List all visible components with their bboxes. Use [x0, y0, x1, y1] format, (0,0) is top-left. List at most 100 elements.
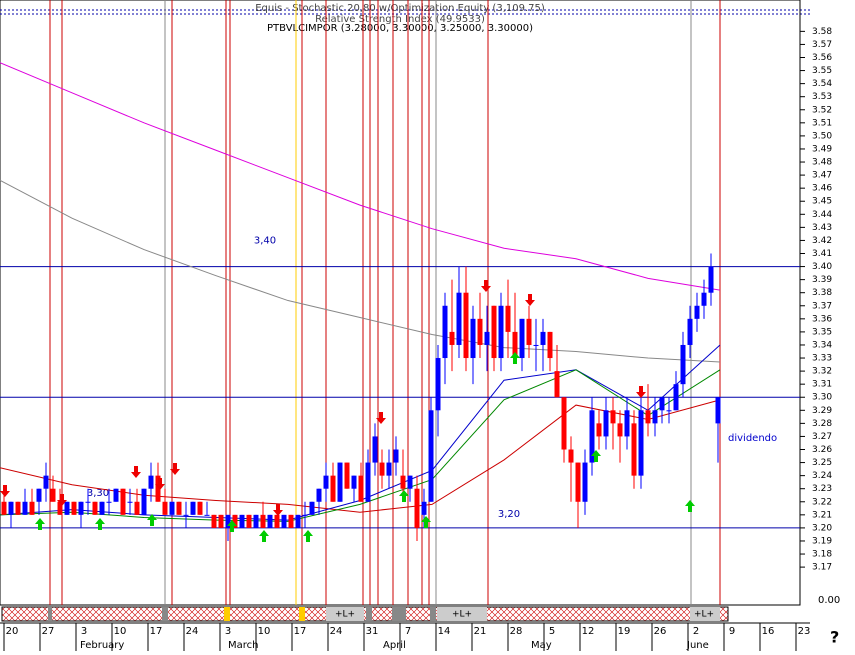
candle-body: [666, 410, 672, 412]
y-tick-label: 3.27: [812, 432, 832, 442]
x-tick-label: 31: [366, 626, 379, 637]
candle-body: [302, 514, 308, 516]
strip-block: [392, 607, 406, 621]
buy-arrow: [421, 516, 431, 528]
y-tick-label: 3.20: [812, 523, 832, 533]
candle-body: [148, 475, 154, 489]
x-tick-label: 16: [762, 626, 775, 637]
y-tick-label: 3.52: [812, 105, 832, 115]
candle-body: [442, 305, 448, 359]
sell-arrow: [57, 494, 67, 506]
sell-arrow: [525, 294, 535, 306]
candle-body: [288, 514, 294, 528]
moving-average: [0, 62, 721, 291]
candle-body: [624, 410, 630, 437]
candle-body: [351, 475, 357, 489]
y-tick-label: 3.34: [812, 340, 832, 350]
symbol-label: PTBVLCIMPOR (3.28000, 3.30000, 3.25000, …: [267, 23, 533, 34]
buy-arrow: [685, 500, 695, 512]
buy-arrow: [591, 450, 601, 462]
moving-average: [0, 369, 721, 522]
y-tick-label: 3.39: [812, 275, 832, 285]
x-tick-label: 3: [225, 626, 231, 637]
candle-body: [183, 514, 189, 516]
candle-body: [659, 397, 665, 411]
strip-block: [437, 607, 487, 621]
y-tick-label: 3.51: [812, 118, 832, 128]
y-tick-label: 3.19: [812, 536, 832, 546]
candle-body: [260, 514, 266, 528]
y-tick-label: 3.47: [812, 171, 832, 181]
level-label: 3,20: [498, 509, 520, 520]
candle-body: [155, 475, 161, 502]
candle-body: [99, 501, 105, 515]
candle-body: [631, 423, 637, 476]
strip-block: [366, 607, 372, 621]
candle-body: [71, 501, 77, 515]
candle-body: [29, 501, 35, 515]
candle-body: [204, 514, 210, 516]
y-tick-label: 3.26: [812, 445, 832, 455]
month-label: June: [686, 640, 709, 651]
buy-arrow: [259, 530, 269, 542]
x-tick-label: 14: [438, 626, 451, 637]
candle-body: [617, 423, 623, 437]
y-tick-label: 3.46: [812, 184, 832, 194]
sell-arrow: [636, 386, 646, 398]
x-tick-label: 2: [693, 626, 699, 637]
sell-arrow: [481, 280, 491, 292]
y-tick-label: 3.30: [812, 393, 832, 403]
signal-label: +L+: [452, 610, 472, 620]
y-tick-label: 3.42: [812, 236, 832, 246]
candle-body: [337, 462, 343, 502]
help-label[interactable]: ?: [830, 628, 839, 647]
sell-arrow: [131, 466, 141, 478]
candle-body: [344, 462, 350, 489]
candle-body: [267, 514, 273, 528]
candle-body: [554, 371, 560, 398]
candle-body: [8, 501, 14, 515]
candle-body: [1, 501, 7, 515]
candle-body: [533, 344, 539, 346]
candle-body: [43, 475, 49, 489]
x-tick-label: 23: [798, 626, 811, 637]
buy-arrow: [303, 530, 313, 542]
candle-body: [15, 501, 21, 515]
buy-arrow: [95, 518, 105, 530]
annotation: dividendo: [728, 433, 777, 444]
candle-body: [120, 488, 126, 515]
y-tick-label: 3.38: [812, 288, 832, 298]
candle-body: [680, 344, 686, 385]
x-tick-label: 7: [405, 626, 411, 637]
candle-body: [547, 331, 553, 359]
candle-body: [134, 501, 140, 515]
candle-body: [386, 462, 392, 476]
candle-body: [484, 331, 490, 345]
strip-block: [162, 607, 168, 621]
strip-block: [690, 607, 720, 621]
candle-body: [400, 475, 406, 489]
y-tick-label: 3.31: [812, 380, 832, 390]
candle-body: [239, 514, 245, 528]
candle-body: [127, 501, 133, 503]
candle-body: [330, 475, 336, 502]
candle-body: [169, 501, 175, 515]
candle-body: [519, 318, 525, 359]
x-tick-label: 24: [186, 626, 199, 637]
candle-body: [246, 514, 252, 528]
candle-body: [708, 266, 714, 293]
y-tick-label: 3.28: [812, 419, 832, 429]
candle-body: [435, 358, 441, 411]
y-tick-label: 3.22: [812, 497, 832, 507]
chart-subtitle: Relative Strength Index (49.9533): [315, 14, 485, 25]
candle-body: [281, 514, 287, 528]
x-tick-label: 20: [6, 626, 19, 637]
candle-body: [197, 501, 203, 515]
y-tick-label: 3.56: [812, 53, 832, 63]
moving-average: [0, 179, 721, 363]
candle-body: [414, 488, 420, 528]
candle-body: [645, 410, 651, 424]
y-tick-label: 3.21: [812, 510, 832, 520]
strip-block: [326, 607, 364, 621]
